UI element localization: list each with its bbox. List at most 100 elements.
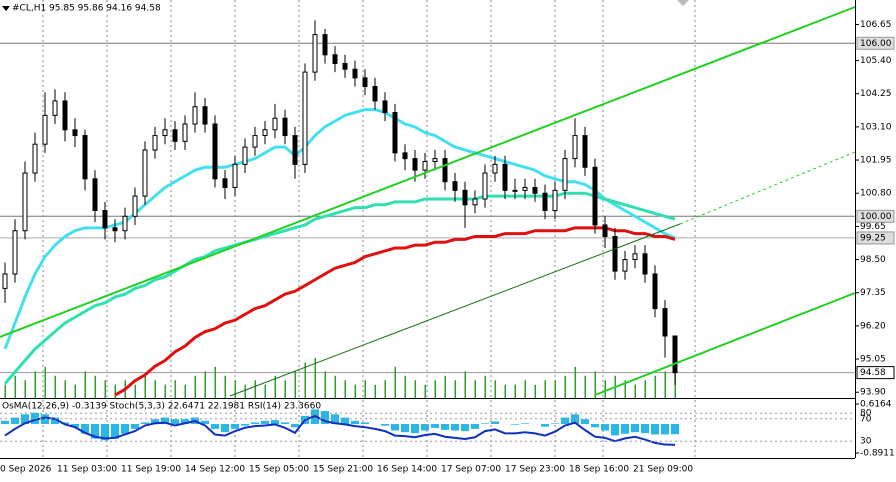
osma-bar: [471, 424, 479, 429]
volume-bar: [114, 384, 116, 398]
candle-body: [142, 149, 148, 197]
moving-average: [3, 191, 676, 385]
osma-bar: [441, 424, 449, 430]
chart-title: #CL,H1 95.85 95.86 94.16 94.58: [12, 4, 161, 14]
osma-bar: [341, 417, 349, 425]
volume-bar: [194, 375, 196, 398]
volume-bar: [644, 380, 646, 398]
osma-bar: [111, 424, 119, 439]
volume-bar: [144, 375, 146, 398]
level-label: 100.00: [860, 212, 892, 222]
candle-body: [562, 158, 568, 191]
candle-body: [172, 129, 178, 142]
candle-body: [32, 143, 38, 174]
volume-bar: [454, 380, 456, 398]
osma-bar: [421, 424, 429, 431]
volume-bar: [314, 358, 316, 398]
volume-bar: [354, 384, 356, 398]
osma-bar: [211, 424, 219, 429]
candle-body: [192, 106, 198, 125]
volume-bar: [554, 380, 556, 398]
volume-bar: [304, 362, 306, 398]
trend-thin: [229, 223, 681, 397]
volume-bar: [544, 380, 546, 398]
candle-body: [152, 135, 158, 151]
candle-body: [622, 259, 628, 272]
osma-bar: [281, 422, 289, 425]
osma-bar: [541, 424, 549, 427]
candle-body: [122, 215, 128, 232]
x-tick-label: 21 Sep 09:00: [633, 465, 693, 475]
x-tick-label: 0 Sep 2026: [0, 465, 52, 475]
x-tick-label: 17 Sep 07:00: [441, 465, 501, 475]
volume-bar: [624, 380, 626, 398]
candle-body: [182, 123, 188, 142]
moving-average: [114, 226, 676, 397]
scroll-marker[interactable]: [677, 0, 689, 6]
volume-bar: [634, 384, 636, 398]
candle-body: [412, 158, 418, 171]
osma-bar: [641, 424, 649, 434]
x-tick-label: 15 Sep 05:00: [249, 465, 309, 475]
osma-bar: [101, 424, 109, 441]
volume-bar: [484, 375, 486, 398]
osc-tick-label: -0.8911: [860, 449, 895, 459]
volume-bar: [164, 384, 166, 398]
candle-body: [512, 189, 518, 192]
osma-bar: [271, 420, 279, 425]
menu-icon[interactable]: [2, 6, 10, 11]
candle-body: [422, 161, 428, 171]
candle-body: [62, 100, 68, 131]
x-tick-label: 11 Sep 19:00: [121, 465, 181, 475]
volume-bar: [404, 375, 406, 398]
volume-bar: [334, 375, 336, 398]
volume-bar: [14, 375, 16, 398]
osma-bar: [671, 424, 679, 435]
osma-bar: [431, 424, 439, 428]
osma-bar: [661, 424, 669, 435]
volume-bar: [284, 380, 286, 398]
candle-body: [652, 273, 658, 310]
rsi-tick-label: 80: [860, 409, 872, 419]
osma-bar: [561, 417, 569, 425]
level-label: 99.25: [860, 233, 886, 243]
rsi-tick-label: 70: [860, 414, 872, 424]
candle-body: [452, 181, 458, 191]
osma-bar: [511, 424, 519, 425]
volume-bar: [394, 366, 396, 398]
osma-bar: [11, 417, 19, 425]
osma-bar: [1, 420, 9, 425]
volume-bar: [254, 380, 256, 398]
osma-bar: [181, 419, 189, 425]
volume-bar: [34, 371, 36, 398]
volume-bar: [84, 371, 86, 398]
candle-body: [372, 86, 378, 102]
volume-bar: [274, 375, 276, 398]
osma-bar: [161, 417, 169, 425]
x-tick-label: 18 Sep 16:00: [569, 465, 629, 475]
candle-body: [492, 163, 498, 174]
volume-bar: [4, 384, 6, 398]
osma-bar: [651, 424, 659, 435]
osma-bar: [141, 422, 149, 425]
osma-bar: [521, 423, 529, 425]
volume-bar: [24, 380, 26, 398]
y-tick-label: 96.20: [860, 321, 886, 331]
candle-body: [132, 195, 138, 217]
candle-body: [382, 100, 388, 113]
candle-body: [12, 230, 18, 275]
candle-body: [42, 114, 48, 145]
volume-bar: [374, 384, 376, 398]
candle-body: [52, 100, 58, 116]
y-tick-label: 106.65: [860, 20, 892, 30]
volume-bar: [94, 375, 96, 398]
candle-body: [82, 135, 88, 180]
osma-bar: [601, 424, 609, 431]
osma-bar: [361, 422, 369, 425]
level-box: [856, 366, 895, 380]
volume-bar: [494, 380, 496, 398]
volume-bar: [604, 380, 606, 398]
y-tick-label: 103.10: [860, 122, 892, 132]
x-tick-label: 15 Sep 21:00: [313, 465, 373, 475]
